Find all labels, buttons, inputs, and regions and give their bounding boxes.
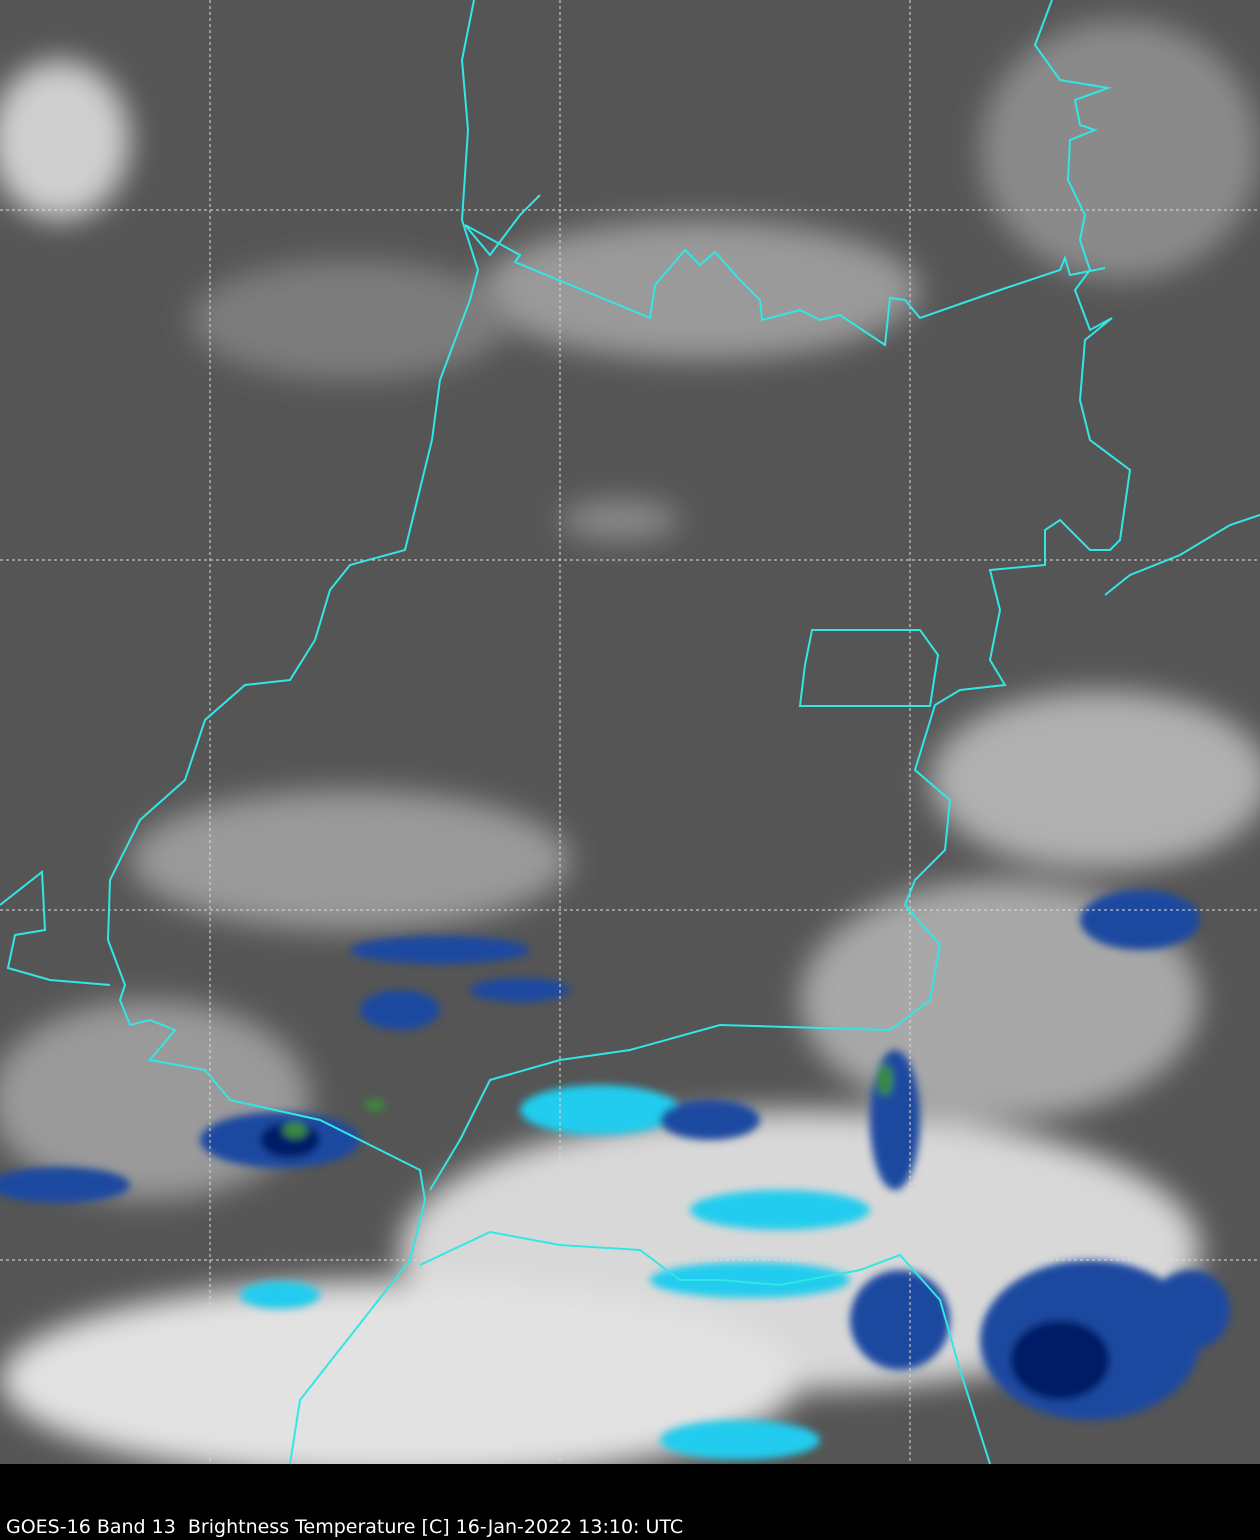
- political-borders: [0, 0, 1260, 1464]
- border-south: [419, 1230, 991, 1464]
- border-southwest: [0, 870, 111, 986]
- border-east-branch: [1104, 514, 1260, 596]
- border-east: [429, 0, 1132, 1191]
- cold-cloud-tops: [0, 890, 1230, 1460]
- warm-clouds: [0, 20, 1260, 1464]
- border-north: [464, 194, 1106, 347]
- satellite-image: [0, 0, 1260, 1464]
- graticule: [0, 0, 1260, 1464]
- district-border: [798, 629, 940, 707]
- border-west: [106, 0, 480, 1464]
- image-caption: GOES-16 Band 13 Brightness Temperature […: [6, 1516, 684, 1538]
